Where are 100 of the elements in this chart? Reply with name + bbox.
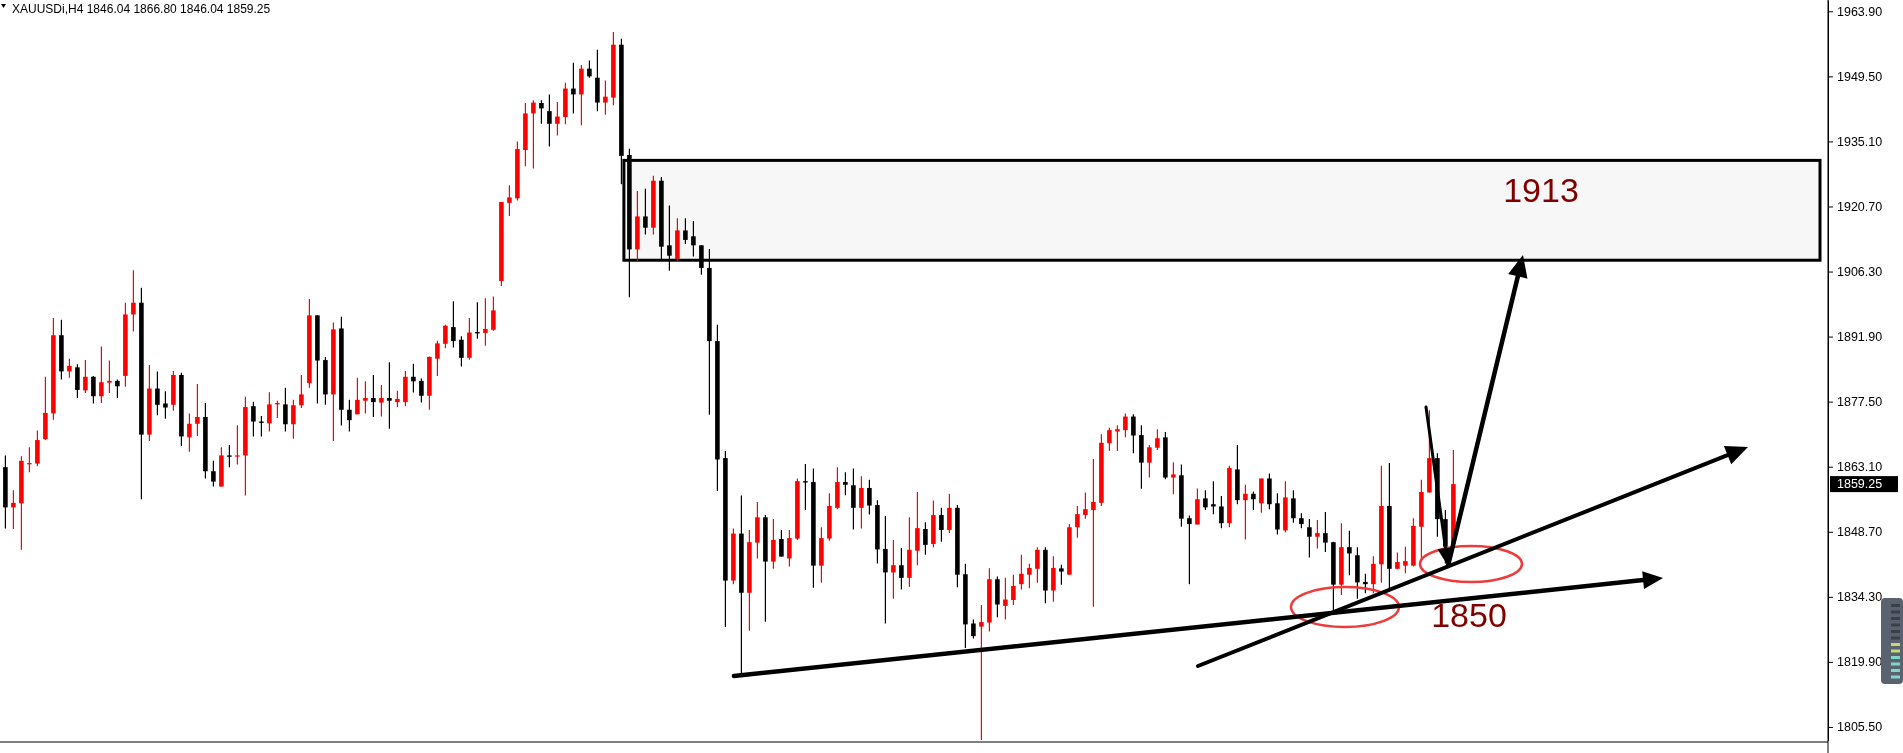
candlestick bbox=[1019, 554, 1024, 591]
candlestick bbox=[1251, 490, 1256, 511]
candlestick bbox=[787, 529, 792, 568]
candlestick bbox=[435, 340, 440, 377]
candlestick bbox=[91, 375, 96, 405]
candlestick bbox=[299, 374, 304, 409]
candlestick bbox=[459, 335, 464, 368]
candlestick bbox=[1307, 518, 1312, 559]
candlestick bbox=[539, 99, 544, 125]
candlestick bbox=[387, 361, 392, 430]
candlestick bbox=[419, 378, 424, 404]
candlestick bbox=[1115, 424, 1120, 452]
candlestick bbox=[195, 383, 200, 437]
candlestick bbox=[1155, 428, 1160, 451]
candlestick bbox=[915, 491, 920, 566]
candlestick bbox=[1347, 530, 1352, 576]
candlestick bbox=[691, 220, 696, 258]
candlestick bbox=[923, 521, 928, 556]
candlestick bbox=[1291, 489, 1296, 524]
candlestick bbox=[211, 460, 216, 488]
candlestick bbox=[491, 295, 496, 332]
candlestick bbox=[571, 62, 576, 114]
candlestick bbox=[283, 387, 288, 433]
candlestick bbox=[483, 297, 488, 347]
candlestick bbox=[1323, 511, 1328, 553]
candlestick bbox=[363, 380, 368, 414]
candlestick bbox=[1211, 480, 1216, 515]
candlestick bbox=[899, 547, 904, 591]
candlestick bbox=[1403, 546, 1408, 574]
candlestick bbox=[155, 370, 160, 416]
y-tick-label: 1891.90 bbox=[1837, 330, 1883, 345]
candlestick bbox=[1315, 519, 1320, 550]
candlestick bbox=[547, 93, 552, 147]
candlestick bbox=[1051, 555, 1056, 603]
y-tick-label: 1935.10 bbox=[1837, 134, 1883, 149]
candlestick bbox=[235, 424, 240, 466]
candlestick bbox=[779, 529, 784, 558]
y-tick-label: 1949.50 bbox=[1837, 69, 1883, 84]
annotation: 1850 bbox=[1431, 596, 1507, 634]
y-tick-label: 1963.90 bbox=[1837, 4, 1883, 19]
y-tick-label: 1805.50 bbox=[1837, 720, 1883, 735]
candlestick bbox=[371, 374, 376, 418]
candlestick bbox=[859, 475, 864, 530]
candlestick bbox=[1075, 505, 1080, 539]
candlestick bbox=[267, 391, 272, 433]
candlestick bbox=[1187, 514, 1192, 585]
candlestick bbox=[883, 515, 888, 625]
candlestick bbox=[531, 99, 536, 170]
candlestick bbox=[99, 345, 104, 404]
candlestick bbox=[643, 188, 648, 236]
candlestick bbox=[867, 479, 872, 516]
candlestick bbox=[555, 101, 560, 137]
candlestick bbox=[803, 463, 808, 511]
candlestick bbox=[1371, 555, 1376, 594]
band-label: 1913 bbox=[1503, 171, 1579, 210]
candlestick bbox=[251, 401, 256, 438]
chart-title: XAUUSDi,H4 1846.04 1866.80 1846.04 1859.25 bbox=[12, 2, 271, 16]
candlestick bbox=[1171, 461, 1176, 495]
candlestick bbox=[11, 489, 16, 530]
candlestick bbox=[291, 399, 296, 440]
candlestick bbox=[1203, 489, 1208, 511]
candlestick bbox=[603, 79, 608, 116]
text: 1859.25 bbox=[1837, 477, 1883, 492]
candlestick bbox=[1059, 564, 1064, 586]
y-tick-label: 1834.30 bbox=[1837, 590, 1883, 605]
candlestick bbox=[1083, 491, 1088, 520]
y-tick-label: 1848.70 bbox=[1837, 525, 1883, 540]
candlestick bbox=[1147, 444, 1152, 479]
candlestick bbox=[1131, 413, 1136, 454]
candlestick bbox=[939, 507, 944, 543]
candlestick bbox=[187, 412, 192, 453]
candlestick bbox=[1027, 563, 1032, 589]
candlestick bbox=[971, 618, 976, 639]
candlestick bbox=[347, 399, 352, 433]
candlestick bbox=[947, 493, 952, 534]
candlestick bbox=[379, 384, 384, 418]
candlestick bbox=[35, 429, 40, 467]
candlestick bbox=[891, 539, 896, 600]
candlestick bbox=[443, 324, 448, 349]
candlestick bbox=[451, 300, 456, 349]
y-tick-label: 1920.70 bbox=[1837, 199, 1883, 214]
candlestick bbox=[355, 377, 360, 415]
y-tick-label: 1877.50 bbox=[1837, 395, 1883, 410]
candlestick bbox=[115, 378, 120, 399]
candlestick bbox=[1363, 573, 1368, 594]
candlestick bbox=[699, 244, 704, 276]
candlestick bbox=[507, 184, 512, 217]
candlestick bbox=[667, 204, 672, 272]
y-tick-label: 1906.30 bbox=[1837, 265, 1883, 280]
candlestick bbox=[163, 390, 168, 420]
candlestick bbox=[107, 359, 112, 394]
y-tick-label: 1863.10 bbox=[1837, 460, 1883, 475]
candlestick bbox=[1011, 574, 1016, 606]
candlestick bbox=[1123, 412, 1128, 438]
candlestick bbox=[1091, 458, 1096, 608]
candlestick bbox=[1107, 427, 1112, 452]
candlestick bbox=[1003, 577, 1008, 621]
candlestick bbox=[1219, 495, 1224, 529]
candlestick bbox=[843, 471, 848, 496]
candlestick bbox=[67, 358, 72, 379]
